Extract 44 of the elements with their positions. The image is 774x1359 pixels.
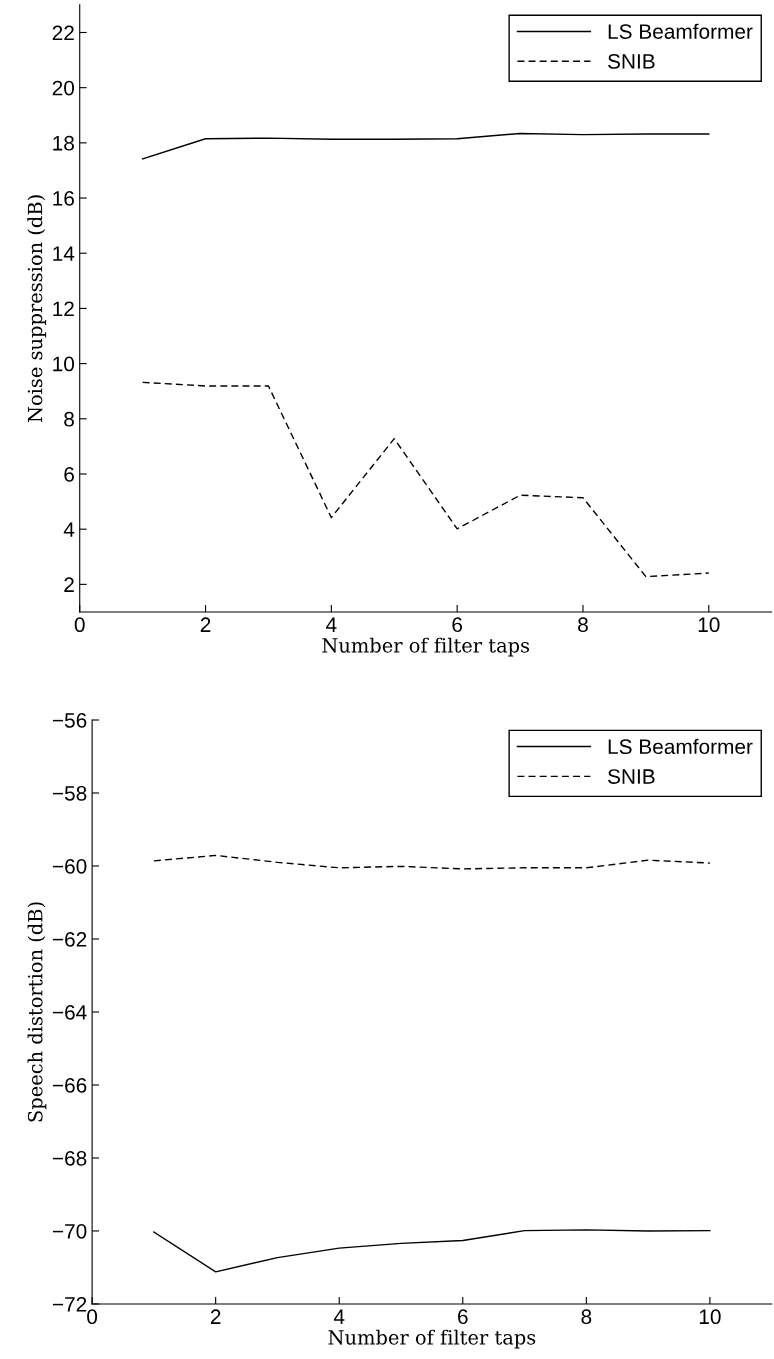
x-tick-label: 10 <box>699 1309 721 1325</box>
x-tick-label: 8 <box>578 617 588 633</box>
y-tick-label: −66 <box>52 1077 87 1093</box>
x-tick-label: 0 <box>74 617 85 633</box>
y-tick-label: −58 <box>52 785 87 801</box>
y-tick-label: 14 <box>53 246 75 261</box>
y-tick-label: 8 <box>64 411 74 427</box>
line-series <box>153 854 711 870</box>
y-tick-label: 6 <box>64 466 74 482</box>
x-tick-label: 6 <box>458 1309 468 1325</box>
y-tick-label: −56 <box>52 713 87 728</box>
line-series <box>153 1229 711 1273</box>
x-tick-label: 10 <box>698 617 720 633</box>
x-tick-label: 2 <box>210 1309 221 1324</box>
y-tick-label: −70 <box>52 1223 87 1239</box>
y-tick-label: −72 <box>52 1296 87 1312</box>
y-tick-label: 4 <box>63 522 75 537</box>
x-axis-title: Number of filter taps <box>328 1329 536 1349</box>
x-tick-label: 4 <box>333 1309 345 1324</box>
legend-label: SNIB <box>608 54 655 69</box>
legend-label: LS Beamformer <box>608 23 753 39</box>
y-tick-label: −68 <box>52 1150 87 1166</box>
y-tick-label: 12 <box>53 301 74 316</box>
y-tick-label: 22 <box>52 25 74 41</box>
line-series <box>141 132 710 160</box>
y-tick-label: 18 <box>53 135 74 151</box>
x-tick-label: 6 <box>452 617 463 633</box>
y-axis-title: Speech distortion (dB) <box>27 902 47 1122</box>
x-axis-title: Number of filter taps <box>322 637 530 657</box>
x-tick-label: 4 <box>326 617 337 632</box>
line-series <box>141 381 710 578</box>
y-tick-label: 16 <box>53 191 74 206</box>
y-tick-label: −62 <box>52 931 87 947</box>
y-tick-label: 20 <box>52 80 75 96</box>
y-tick-label: −64 <box>52 1004 87 1020</box>
legend-label: LS Beamformer <box>608 738 753 755</box>
y-tick-label: −60 <box>52 858 87 874</box>
y-tick-label: 2 <box>64 577 74 592</box>
y-axis-title: Noise suppression (dB) <box>27 195 47 423</box>
x-tick-label: 0 <box>87 1309 98 1325</box>
x-tick-label: 8 <box>581 1309 592 1325</box>
y-tick-label: 10 <box>53 356 75 372</box>
x-tick-label: 2 <box>200 617 211 632</box>
legend-label: SNIB <box>608 769 655 784</box>
